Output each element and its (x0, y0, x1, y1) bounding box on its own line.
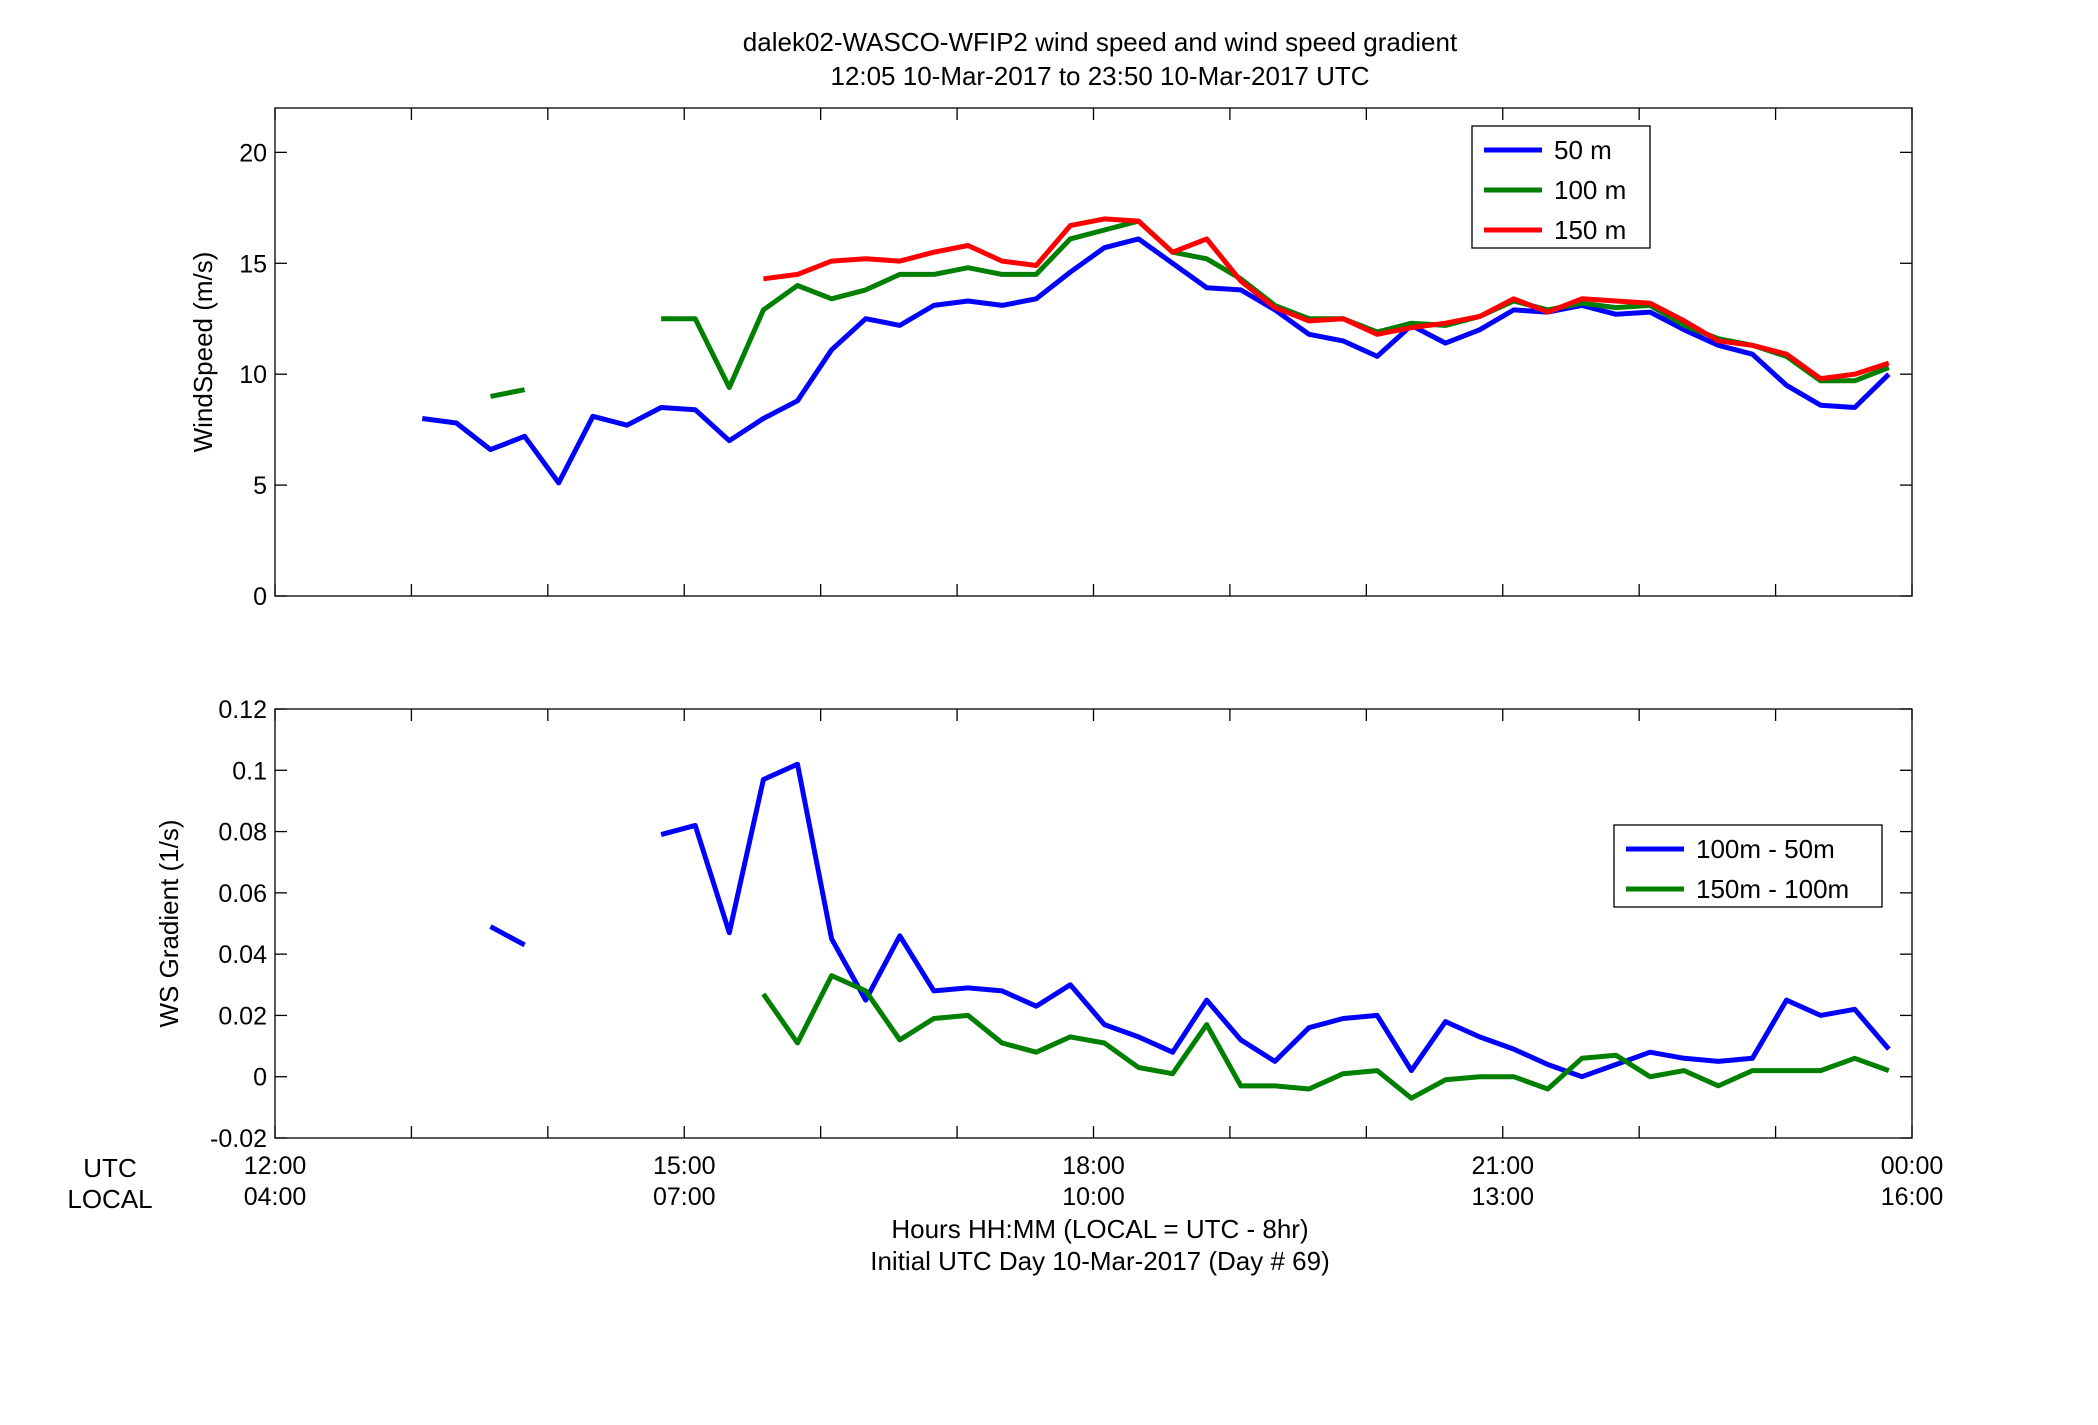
chart-title-line1: dalek02-WASCO-WFIP2 wind speed and wind … (743, 27, 1458, 57)
x-tick-label-local: 10:00 (1062, 1183, 1125, 1211)
series-line-150mminus100m (761, 973, 1890, 1101)
x-tick-label-utc: 21:00 (1471, 1152, 1534, 1180)
legend: 100m - 50m 150m - 100m (1613, 824, 1883, 908)
x-tick-label-utc: 18:00 (1062, 1152, 1125, 1180)
gradient-panel: -0.02 0 0.02 0.04 0.06 0.08 0.1 0.12 WS Gradient… (154, 696, 1913, 1153)
x-axis-label-line2: Initial UTC Day 10-Mar-2017 (Day # 69) (870, 1246, 1330, 1276)
x-tick-label-utc: 00:00 (1881, 1152, 1944, 1180)
x-tick-label-local: 13:00 (1471, 1183, 1534, 1211)
series-line-150m (763, 216, 1890, 382)
legend-entry: 150 m (1554, 215, 1626, 245)
x-tick-label-utc: 15:00 (653, 1152, 716, 1180)
x-axis-label-line1: Hours HH:MM (LOCAL = UTC - 8hr) (891, 1214, 1308, 1244)
x-tick-label-local: 04:00 (244, 1183, 307, 1211)
chart-title-line2: 12:05 10-Mar-2017 to 23:50 10-Mar-2017 U… (830, 61, 1369, 91)
y-tick-label: 0.1 (232, 757, 267, 785)
legend-entry: 100 m (1554, 175, 1626, 205)
legend-entry: 150m - 100m (1696, 874, 1849, 904)
y-tick-label: 0.04 (218, 941, 267, 969)
legend-entry: 100m - 50m (1696, 834, 1835, 864)
y-tick-label: 20 (239, 139, 267, 167)
y-tick-label: 0.12 (218, 696, 267, 724)
y-tick-label: 0.08 (218, 819, 267, 847)
y-axis-label: WS Gradient (1/s) (154, 819, 184, 1027)
y-tick-label: 10 (239, 361, 267, 389)
x-tick-label-local: 16:00 (1881, 1183, 1944, 1211)
series-line-100mminus50m (489, 761, 1891, 1080)
wind-speed-panel: 0 5 10 15 20 WindSpeed (m/s) 50 m 100 m 150 m (188, 107, 1913, 611)
local-row-label: LOCAL (67, 1184, 152, 1214)
y-tick-label: 0 (253, 583, 267, 611)
y-tick-label: 0 (253, 1064, 267, 1092)
series-line-50m (421, 236, 1891, 486)
legend-box (1613, 824, 1883, 908)
legend-entry: 50 m (1554, 135, 1612, 165)
x-tick-label-local: 07:00 (653, 1183, 716, 1211)
x-tick-labels: 12:00 04:00 15:00 07:00 18:00 10:00 21:00 13:00… (244, 1152, 1944, 1211)
legend: 50 m 100 m 150 m (1471, 125, 1651, 249)
y-tick-label: 0.06 (218, 880, 267, 908)
y-tick-label: 15 (239, 250, 267, 278)
y-tick-label: 0.02 (218, 1002, 267, 1030)
y-tick-label: 5 (253, 472, 267, 500)
y-tick-label: -0.02 (210, 1125, 267, 1153)
x-tick-label-utc: 12:00 (244, 1152, 307, 1180)
y-axis-label: WindSpeed (m/s) (188, 252, 218, 453)
utc-row-label: UTC (83, 1153, 136, 1183)
